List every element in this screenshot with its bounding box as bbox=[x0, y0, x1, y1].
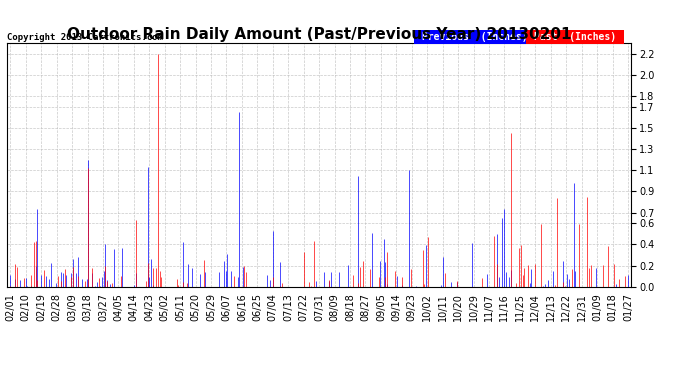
Title: Outdoor Rain Daily Amount (Past/Previous Year) 20130201: Outdoor Rain Daily Amount (Past/Previous… bbox=[67, 27, 571, 42]
Text: Copyright 2013 Cartronics.com: Copyright 2013 Cartronics.com bbox=[7, 33, 163, 42]
Text: Previous  (Inches): Previous (Inches) bbox=[416, 32, 533, 42]
Text: Past  (Inches): Past (Inches) bbox=[529, 32, 622, 42]
